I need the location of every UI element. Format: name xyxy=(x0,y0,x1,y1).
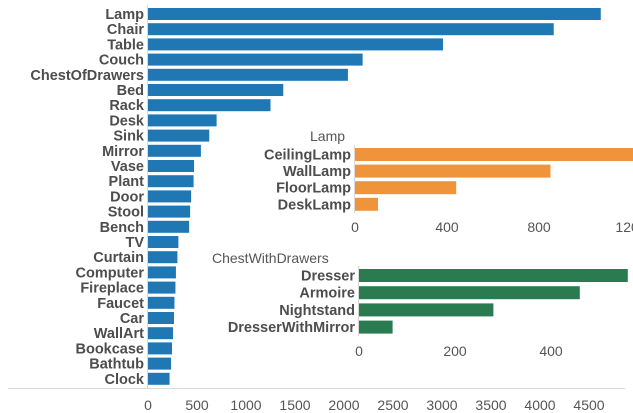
category-label-fireplace: Fireplace xyxy=(80,281,144,297)
category-label-wall-art: WallArt xyxy=(94,326,144,342)
category-label-bed: Bed xyxy=(117,83,144,99)
bar-dresser xyxy=(359,269,628,282)
category-label-nightstand: Nightstand xyxy=(279,303,355,319)
x-tick-label: 4000 xyxy=(524,397,555,413)
category-label-faucet: Faucet xyxy=(97,296,144,312)
bar-ceiling-lamp xyxy=(355,148,633,161)
bar-armoire xyxy=(359,286,580,300)
category-label-car: Car xyxy=(120,311,145,327)
x-tick-label: 400 xyxy=(539,343,563,359)
inset-title: ChestWithDrawers xyxy=(212,250,329,266)
x-tick-label: 3000 xyxy=(426,397,457,413)
category-label-vase: Vase xyxy=(111,159,144,175)
category-label-bathtub: Bathtub xyxy=(89,357,144,373)
bar-clock xyxy=(148,372,170,385)
bar-chest-of-drawers xyxy=(148,68,348,81)
x-tick-label: 1000 xyxy=(230,397,261,413)
x-tick-label: 800 xyxy=(527,219,551,235)
category-label-floor-lamp: FloorLamp xyxy=(276,181,351,197)
category-label-door: Door xyxy=(110,189,144,205)
bar-floor-lamp xyxy=(355,181,457,195)
x-tick-label: 4500 xyxy=(573,397,604,413)
bar-table xyxy=(148,38,443,51)
category-label-sink: Sink xyxy=(113,129,145,145)
category-label-dresser: Dresser xyxy=(301,269,355,285)
bar-computer xyxy=(148,266,176,279)
category-label-couch: Couch xyxy=(99,53,144,69)
x-tick-label: 1500 xyxy=(279,397,310,413)
main-bar-chart: LampChairTableCouchChestOfDrawersBedRack… xyxy=(8,5,625,413)
bar-rack xyxy=(148,99,271,112)
category-label-armoire: Armoire xyxy=(299,286,355,302)
category-label-lamp: Lamp xyxy=(105,7,144,23)
inset-title: Lamp xyxy=(310,128,345,144)
bar-stool xyxy=(148,205,191,218)
category-label-bookcase: Bookcase xyxy=(75,341,144,357)
chest-with-drawers-inset-chart: ChestWithDrawers DresserArmoireNightstand… xyxy=(196,250,628,359)
bar-fireplace xyxy=(148,281,176,294)
x-tick-label: 500 xyxy=(185,397,209,413)
lamp-inset-chart: Lamp CeilingLampWallLampFloorLampDeskLamp… xyxy=(238,128,633,235)
category-label-mirror: Mirror xyxy=(102,144,144,160)
bar-desk xyxy=(148,114,217,127)
x-tick-label: 3500 xyxy=(475,397,506,413)
bar-lamp xyxy=(148,8,601,20)
category-label-curtain: Curtain xyxy=(93,250,144,266)
category-label-computer: Computer xyxy=(76,265,145,281)
category-label-desk: Desk xyxy=(109,113,145,129)
bar-couch xyxy=(148,53,363,66)
category-label-tv: TV xyxy=(125,235,144,251)
bar-bathtub xyxy=(148,357,172,370)
bar-bench xyxy=(148,220,190,233)
bar-faucet xyxy=(148,296,175,309)
x-tick-label: 0 xyxy=(144,397,152,413)
bar-bed xyxy=(148,84,284,96)
x-tick-label: 0 xyxy=(351,219,359,235)
bar-mirror xyxy=(148,144,201,157)
category-label-dresser-with-mirror: DresserWithMirror xyxy=(228,320,356,336)
bar-vase xyxy=(148,160,195,172)
category-label-ceiling-lamp: CeilingLamp xyxy=(264,148,351,164)
category-label-bench: Bench xyxy=(100,220,144,236)
category-label-table: Table xyxy=(107,37,144,53)
category-label-stool: Stool xyxy=(108,205,144,221)
bar-door xyxy=(148,190,192,203)
bar-bookcase xyxy=(148,342,173,355)
bar-plant xyxy=(148,175,194,188)
bar-desk-lamp xyxy=(355,197,378,211)
bar-dresser-with-mirror xyxy=(359,320,393,334)
bar-car xyxy=(148,312,174,324)
bar-curtain xyxy=(148,251,178,264)
bar-nightstand xyxy=(359,303,494,317)
bar-wall-art xyxy=(148,327,173,340)
category-label-desk-lamp: DeskLamp xyxy=(278,197,351,213)
bar-tv xyxy=(148,236,179,248)
x-tick-label: 400 xyxy=(435,219,459,235)
x-tick-label: 2000 xyxy=(328,397,359,413)
category-label-clock: Clock xyxy=(105,372,145,388)
x-tick-label: 2500 xyxy=(377,397,408,413)
x-tick-label: 0 xyxy=(355,343,363,359)
category-label-plant: Plant xyxy=(109,174,145,190)
bar-sink xyxy=(148,129,210,142)
x-tick-label: 1200 xyxy=(615,219,633,235)
category-label-chest-of-drawers: ChestOfDrawers xyxy=(30,68,144,84)
x-tick-label: 200 xyxy=(443,343,467,359)
bar-wall-lamp xyxy=(355,164,551,178)
category-label-chair: Chair xyxy=(107,22,144,38)
category-label-rack: Rack xyxy=(109,98,145,114)
bar-chair xyxy=(148,23,554,36)
category-label-wall-lamp: WallLamp xyxy=(283,164,351,180)
